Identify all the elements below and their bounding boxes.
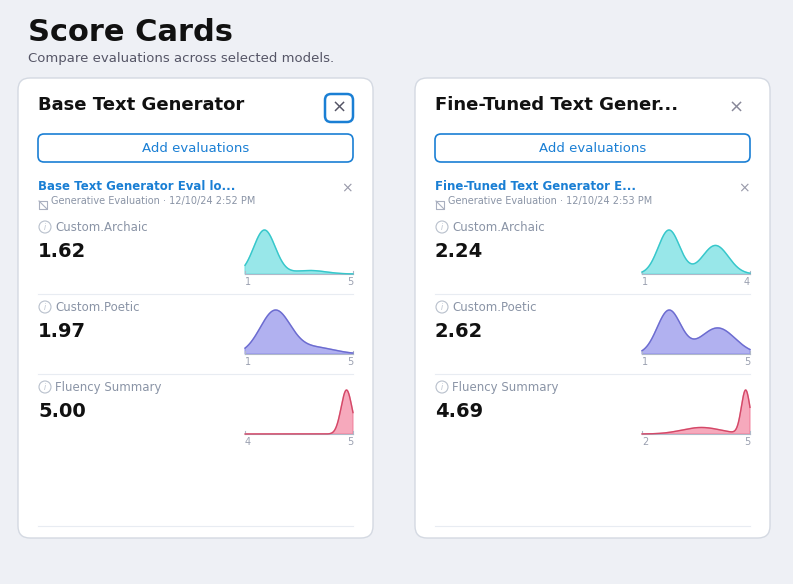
Text: i: i [44,303,46,311]
Text: 5: 5 [744,357,750,367]
Text: Generative Evaluation · 12/10/24 2:52 PM: Generative Evaluation · 12/10/24 2:52 PM [51,196,255,206]
Text: Custom.Archaic: Custom.Archaic [55,221,147,234]
Text: Base Text Generator: Base Text Generator [38,96,244,114]
Text: Custom.Archaic: Custom.Archaic [452,221,545,234]
Text: 2: 2 [642,437,648,447]
Text: 5: 5 [744,437,750,447]
FancyBboxPatch shape [325,94,353,122]
Text: Custom.Poetic: Custom.Poetic [452,301,537,314]
Text: 5: 5 [347,357,353,367]
FancyBboxPatch shape [18,78,373,538]
Text: ×: × [738,181,750,195]
Text: 1: 1 [642,357,648,367]
Text: i: i [44,223,46,231]
Text: Add evaluations: Add evaluations [142,141,249,155]
Text: 4: 4 [245,437,251,447]
Text: 1.62: 1.62 [38,242,86,261]
Text: 1.97: 1.97 [38,322,86,341]
Text: Base Text Generator Eval lo...: Base Text Generator Eval lo... [38,180,236,193]
Polygon shape [642,390,750,434]
Polygon shape [245,310,353,354]
Text: 1: 1 [245,357,251,367]
Text: i: i [441,223,443,231]
Text: Fluency Summary: Fluency Summary [55,381,162,394]
Polygon shape [245,390,353,434]
FancyBboxPatch shape [38,134,353,162]
FancyBboxPatch shape [435,134,750,162]
Text: Custom.Poetic: Custom.Poetic [55,301,140,314]
Text: Compare evaluations across selected models.: Compare evaluations across selected mode… [28,52,334,65]
Text: i: i [441,383,443,391]
Text: i: i [441,303,443,311]
Text: Generative Evaluation · 12/10/24 2:53 PM: Generative Evaluation · 12/10/24 2:53 PM [448,196,653,206]
Text: 4.69: 4.69 [435,402,483,421]
Text: i: i [44,383,46,391]
Polygon shape [245,230,353,274]
Text: Fine-Tuned Text Gener...: Fine-Tuned Text Gener... [435,96,678,114]
Text: Score Cards: Score Cards [28,18,233,47]
Polygon shape [642,310,750,354]
Text: Fluency Summary: Fluency Summary [452,381,558,394]
Text: 5: 5 [347,437,353,447]
Text: ×: × [341,181,353,195]
Text: 5: 5 [347,277,353,287]
Text: 1: 1 [245,277,251,287]
Text: ×: × [331,99,347,117]
Text: Fine-Tuned Text Generator E...: Fine-Tuned Text Generator E... [435,180,636,193]
Text: 2.24: 2.24 [435,242,483,261]
Text: Add evaluations: Add evaluations [539,141,646,155]
FancyBboxPatch shape [415,78,770,538]
Text: ×: × [729,99,744,117]
Text: 5.00: 5.00 [38,402,86,421]
Text: 1: 1 [642,277,648,287]
Text: 4: 4 [744,277,750,287]
Text: 2.62: 2.62 [435,322,483,341]
Polygon shape [642,230,750,274]
